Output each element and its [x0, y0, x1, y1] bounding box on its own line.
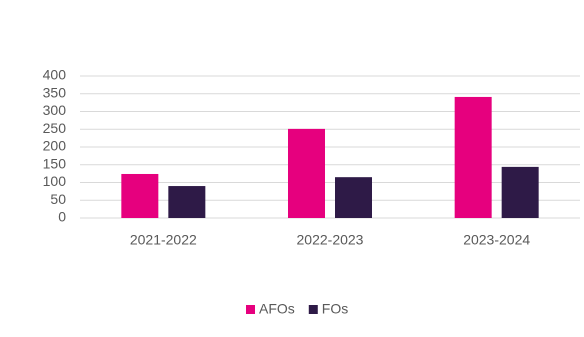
legend-label: AFOs — [259, 301, 295, 317]
legend-swatch — [308, 305, 318, 314]
y-tick-label: 100 — [43, 173, 67, 189]
legend-label: FOs — [322, 301, 348, 317]
bar — [288, 128, 325, 218]
bar — [454, 96, 492, 218]
y-tick-label: 50 — [50, 191, 66, 207]
x-tick-label: 2023-2024 — [463, 232, 530, 248]
legend-swatch — [246, 305, 255, 314]
x-tick-label: 2021-2022 — [130, 232, 197, 248]
y-tick-label: 200 — [43, 138, 67, 154]
bar — [501, 166, 539, 218]
y-tick-label: 250 — [43, 120, 67, 136]
y-tick-label: 350 — [43, 84, 67, 100]
bar — [168, 186, 206, 218]
bar — [335, 177, 372, 218]
bar — [121, 173, 159, 218]
x-tick-label: 2022-2023 — [297, 232, 364, 248]
y-tick-label: 150 — [43, 155, 67, 171]
y-tick-label: 400 — [43, 67, 67, 83]
y-tick-label: 300 — [43, 102, 67, 118]
y-tick-label: 0 — [58, 209, 66, 225]
